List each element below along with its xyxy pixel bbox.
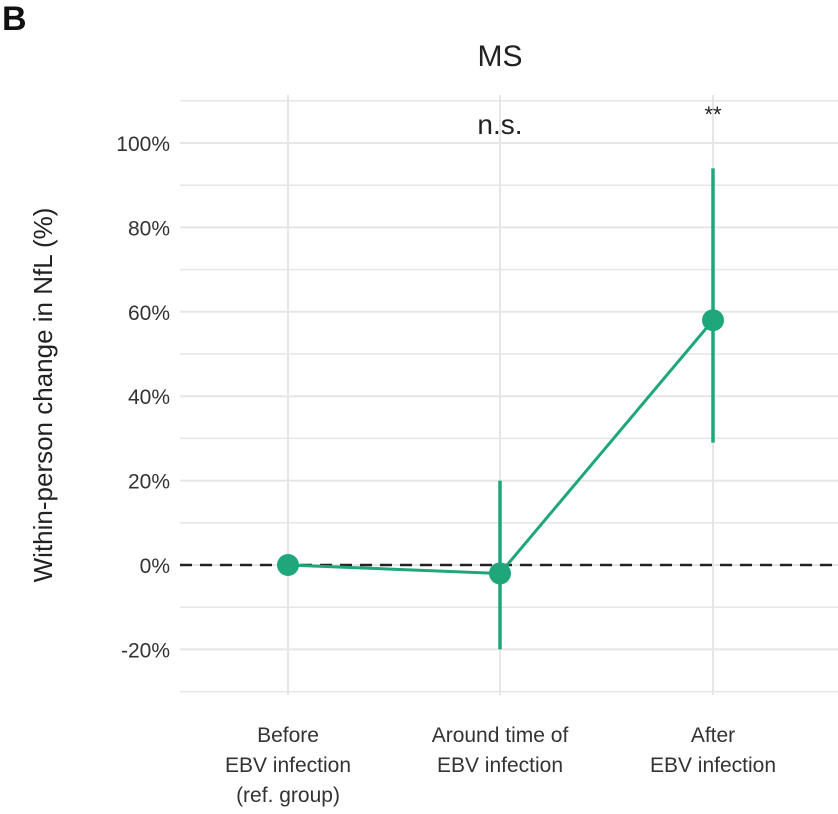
y-tick-label: 40% xyxy=(128,386,170,409)
x-tick-label: (ref. group) xyxy=(236,784,340,807)
y-tick-label: 20% xyxy=(128,471,170,494)
data-point xyxy=(277,554,299,576)
significance-label: ** xyxy=(704,102,722,127)
significance-annotations: n.s. ** xyxy=(477,102,722,140)
x-tick-label: EBV infection xyxy=(225,754,351,777)
x-tick-label: EBV infection xyxy=(437,754,563,777)
x-tick-label: Before xyxy=(257,724,319,747)
y-tick-label: -20% xyxy=(121,639,170,662)
y-axis-label: Within-person change in NfL (%) xyxy=(28,208,58,583)
x-tick-label: After xyxy=(691,724,735,747)
series xyxy=(277,168,724,650)
x-tick-label: EBV infection xyxy=(650,754,776,777)
data-point xyxy=(489,562,511,585)
panel-label: B xyxy=(2,0,27,38)
y-tick-label: 100% xyxy=(116,133,170,156)
y-tick-label: 60% xyxy=(128,302,170,325)
y-tick-labels: 100% 80% 60% 40% 20% 0% -20% xyxy=(116,133,170,662)
data-point xyxy=(702,309,724,332)
significance-label: n.s. xyxy=(477,109,522,140)
x-tick-labels: Before EBV infection (ref. group) Around ti… xyxy=(225,724,776,807)
y-tick-label: 80% xyxy=(128,217,170,240)
x-tick-label: Around time of xyxy=(432,724,569,747)
gridlines xyxy=(180,95,838,695)
chart-title: MS xyxy=(478,40,523,73)
y-tick-label: 0% xyxy=(140,555,170,578)
